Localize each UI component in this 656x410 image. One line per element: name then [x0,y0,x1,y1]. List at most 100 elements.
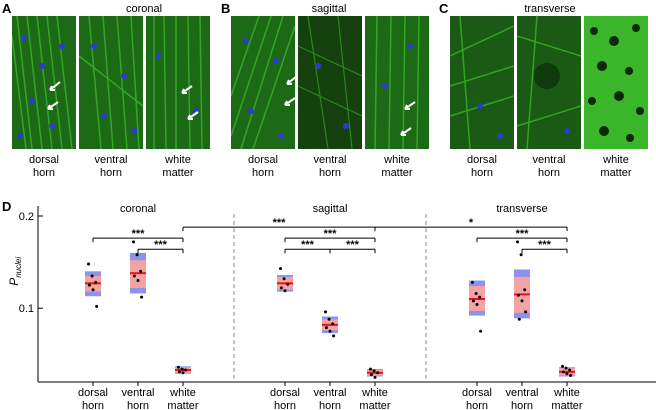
data-point-7-2 [523,288,527,292]
data-point-5-3 [369,373,373,377]
panel-letter-d: D [2,199,12,214]
x-tick-label-2-0-line1: dorsal [462,387,492,399]
x-tick-label-2-1-line2: horn [511,400,533,410]
caption-transverse-dorsal-horn: dorsal horn [467,154,497,179]
caption-transverse-white-matter: white matter [600,154,632,179]
x-tick-label-1-2-line2: matter [359,400,391,410]
data-point-7-6 [517,317,521,321]
data-point-8-5 [569,374,573,378]
data-point-0-1 [90,274,94,278]
y-tick-label-0: 0.1 [19,303,34,315]
data-point-3-2 [286,282,290,286]
data-point-3-1 [282,277,286,281]
data-point-3-0 [279,267,282,271]
data-point-0-0 [87,262,90,266]
data-point-4-5 [332,334,336,338]
data-point-8-2 [568,368,572,372]
data-point-5-2 [376,371,380,375]
caption-transverse-ventral-horn: ventral horn [532,154,566,179]
data-point-1-5 [140,295,144,299]
caption-sagittal-white-matter: white matter [381,154,413,179]
data-point-1-3 [132,274,136,278]
micrograph-sagittal-white-matter [365,16,429,149]
data-point-5-0 [369,367,372,371]
data-point-2-3 [177,370,181,374]
data-point-4-3 [324,326,328,330]
data-point-6-2 [478,295,482,299]
data-point-4-2 [331,322,335,326]
data-point-1-0 [132,240,135,244]
data-point-2-4 [181,371,185,375]
x-tick-label-2-2-line2: matter [551,400,583,410]
data-point-2-2 [184,368,188,372]
micrograph-transverse-dorsal-horn [450,16,514,149]
caption-sagittal-ventral-horn: ventral horn [313,154,347,179]
sig-label-5: *** [516,228,530,240]
x-tick-label-2-2-line1: white [553,387,580,399]
x-tick-label-2-0-line2: horn [466,400,488,410]
sig-label-1: *** [132,228,146,240]
data-point-5-4 [373,375,377,379]
nuclei-fraction-chart: 0.10.2Pnucleicoronaldorsalhornventralhor… [7,203,656,410]
data-point-7-4 [520,299,524,303]
data-point-8-3 [561,370,565,374]
x-tick-label-0-2-line2: matter [167,400,199,410]
sig-label-3: *** [346,239,360,251]
data-point-8-1 [564,366,568,370]
x-tick-label-2-1-line1: ventral [505,387,538,399]
data-point-6-3 [471,299,475,303]
x-tick-label-0-1-line2: horn [127,400,149,410]
data-point-6-4 [475,303,479,307]
sig-label-6: *** [538,239,552,251]
data-point-0-3 [87,283,91,287]
x-tick-label-0-0-line1: dorsal [78,387,108,399]
panel-letter-b: B [221,1,231,16]
y-tick-label-1: 0.2 [19,211,34,223]
data-point-2-1 [180,367,184,371]
data-point-5-1 [372,369,376,373]
panel-title-transverse: transverse [524,3,576,15]
caption-coronal-dorsal-horn: dorsal horn [29,154,59,179]
x-tick-label-0-0-line2: horn [82,400,104,410]
x-tick-label-1-0-line1: dorsal [270,387,300,399]
panel-title-sagittal: sagittal [311,3,347,15]
data-point-7-1 [519,253,523,257]
group-title-coronal: coronal [120,203,156,215]
data-point-6-1 [474,291,478,295]
micrograph-sagittal-dorsal-horn [231,16,295,149]
data-point-1-4 [136,279,140,283]
data-point-6-5 [479,329,483,333]
micrograph-sagittal-ventral-horn [298,16,362,149]
micrograph-transverse-ventral-horn [517,16,581,149]
group-title-sagittal: sagittal [313,203,348,215]
x-tick-label-1-2-line1: white [361,387,388,399]
sig-label-4: *** [324,228,338,240]
micrograph-coronal-dorsal-horn [12,16,76,149]
sig-label-8: * [469,217,474,229]
x-tick-label-1-0-line2: horn [274,400,296,410]
data-point-7-3 [516,293,520,297]
sig-label-2: *** [301,239,315,251]
x-tick-label-1-1-line1: ventral [313,387,346,399]
data-point-1-2 [139,269,143,273]
y-axis-label: Pnuclei [7,257,23,286]
data-point-0-4 [91,288,95,292]
data-point-0-5 [95,304,99,308]
panel-letter-c: C [439,1,449,16]
x-tick-label-1-1-line2: horn [319,400,341,410]
data-point-6-0 [471,280,474,284]
data-point-4-1 [327,317,331,321]
data-point-7-5 [524,310,528,314]
sig-label-7: *** [273,217,287,229]
caption-sagittal-dorsal-horn: dorsal horn [248,154,278,179]
sig-label-0: *** [154,239,168,251]
data-point-3-3 [279,286,283,290]
data-point-7-0 [516,240,519,244]
data-point-4-0 [324,310,327,314]
group-title-transverse: transverse [496,203,547,215]
data-point-8-4 [565,372,569,376]
data-point-2-0 [177,365,180,369]
x-tick-label-0-2-line1: white [169,387,196,399]
micrograph-transverse-white-matter [584,16,648,149]
micrograph-coronal-ventral-horn [79,16,143,149]
